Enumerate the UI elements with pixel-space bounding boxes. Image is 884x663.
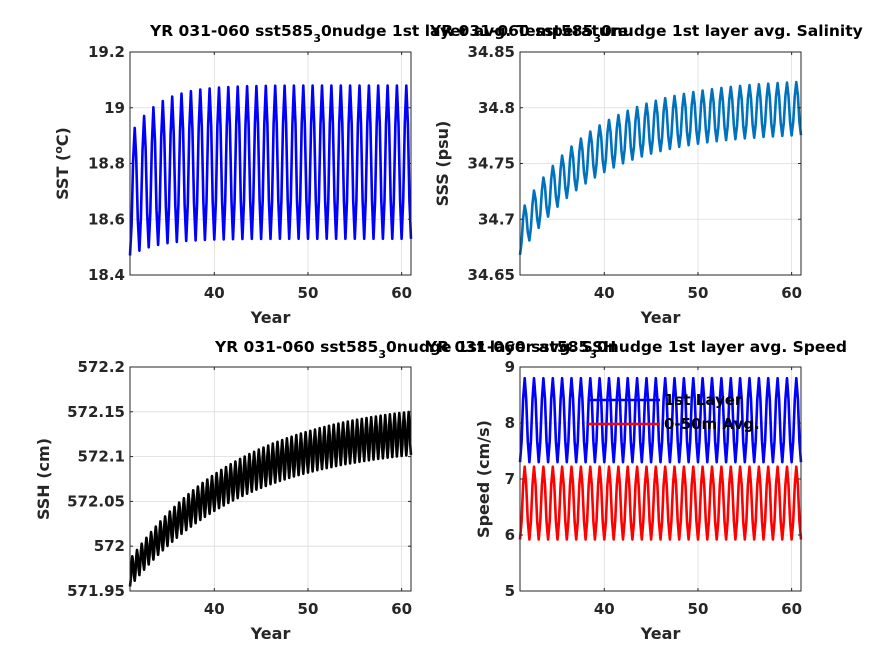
y-tick-label: 19	[104, 99, 125, 117]
y-axis-label: Speed (cm/s)	[474, 420, 493, 538]
y-tick-label: 5	[505, 582, 515, 600]
y-tick-label: 34.65	[468, 266, 515, 284]
y-tick-label: 7	[505, 470, 515, 488]
y-tick-label: 6	[505, 526, 515, 544]
x-tick-label: 60	[781, 284, 802, 302]
series-line-1	[518, 376, 803, 464]
series-line-1	[128, 410, 413, 587]
y-tick-label: 572.05	[67, 492, 125, 510]
y-tick-label: 571.95	[67, 582, 125, 600]
x-tick-label: 40	[204, 600, 225, 618]
axes-box	[129, 366, 412, 592]
y-tick-label: 572	[94, 537, 125, 555]
x-tick-label: 50	[688, 284, 709, 302]
y-tick-label: 34.8	[478, 99, 515, 117]
y-tick-label: 9	[505, 358, 515, 376]
y-tick-label: 18.6	[88, 210, 125, 228]
y-tick-label: 572.1	[78, 448, 125, 466]
x-axis-label: Year	[640, 308, 681, 327]
y-tick-label: 19.2	[88, 43, 125, 61]
chart-1: 40 50 60 18.4 18.6 18.8 19 19.2 Year SST (oC) YR 0…	[52, 22, 628, 327]
y-tick-label: 18.8	[88, 155, 125, 173]
series-line-1	[128, 84, 413, 256]
y-tick-label: 34.75	[468, 155, 515, 173]
x-axis-label: Year	[250, 624, 291, 643]
chart-3: 40 50 60 571.95 572 572.05 572.1 572.15 572.2 Yea…	[34, 338, 616, 643]
x-tick-label: 40	[204, 284, 225, 302]
x-tick-label: 40	[594, 600, 615, 618]
x-tick-label: 40	[594, 284, 615, 302]
chart-title: YR 031-060 sst58530nudge 1st layer avg. …	[214, 338, 616, 361]
chart-title: YR 031-060 sst58530nudge 1st layer avg. …	[425, 338, 847, 361]
y-tick-label: 572.2	[78, 358, 125, 376]
x-tick-label: 50	[688, 600, 709, 618]
y-tick-label: 18.4	[88, 266, 125, 284]
chart-title: YR 031-060 sst58530nudge 1st layer avg. …	[149, 22, 628, 45]
x-tick-label: 50	[298, 600, 319, 618]
y-axis-label: SSS (psu)	[433, 121, 452, 207]
y-tick-label: 34.85	[468, 43, 515, 61]
x-axis-label: Year	[640, 624, 681, 643]
x-tick-label: 60	[781, 600, 802, 618]
y-axis-label: SSH (cm)	[34, 438, 53, 520]
legend-label: 0-50m Avg.	[664, 415, 760, 433]
series-line-1	[518, 80, 803, 256]
x-tick-label: 60	[391, 600, 412, 618]
x-tick-label: 60	[391, 284, 412, 302]
y-tick-label: 572.15	[67, 403, 125, 421]
y-tick-label: 8	[505, 414, 515, 432]
chart-4: 40 50 60 5 6 7 8 9 Year Speed (cm/s) YR 031-060 ss…	[425, 338, 847, 643]
y-axis-label: SST (oC)	[52, 127, 72, 200]
x-axis-label: Year	[250, 308, 291, 327]
chart-title: YR 031-060 sst58530nudge 1st layer avg. …	[429, 22, 863, 45]
series-line-2	[518, 465, 803, 541]
chart-2: 40 50 60 34.65 34.7 34.75 34.8 34.85 Year SSS (ps…	[429, 22, 863, 327]
legend-label: 1st Layer	[664, 391, 743, 409]
x-tick-label: 50	[298, 284, 319, 302]
y-tick-label: 34.7	[478, 210, 515, 228]
